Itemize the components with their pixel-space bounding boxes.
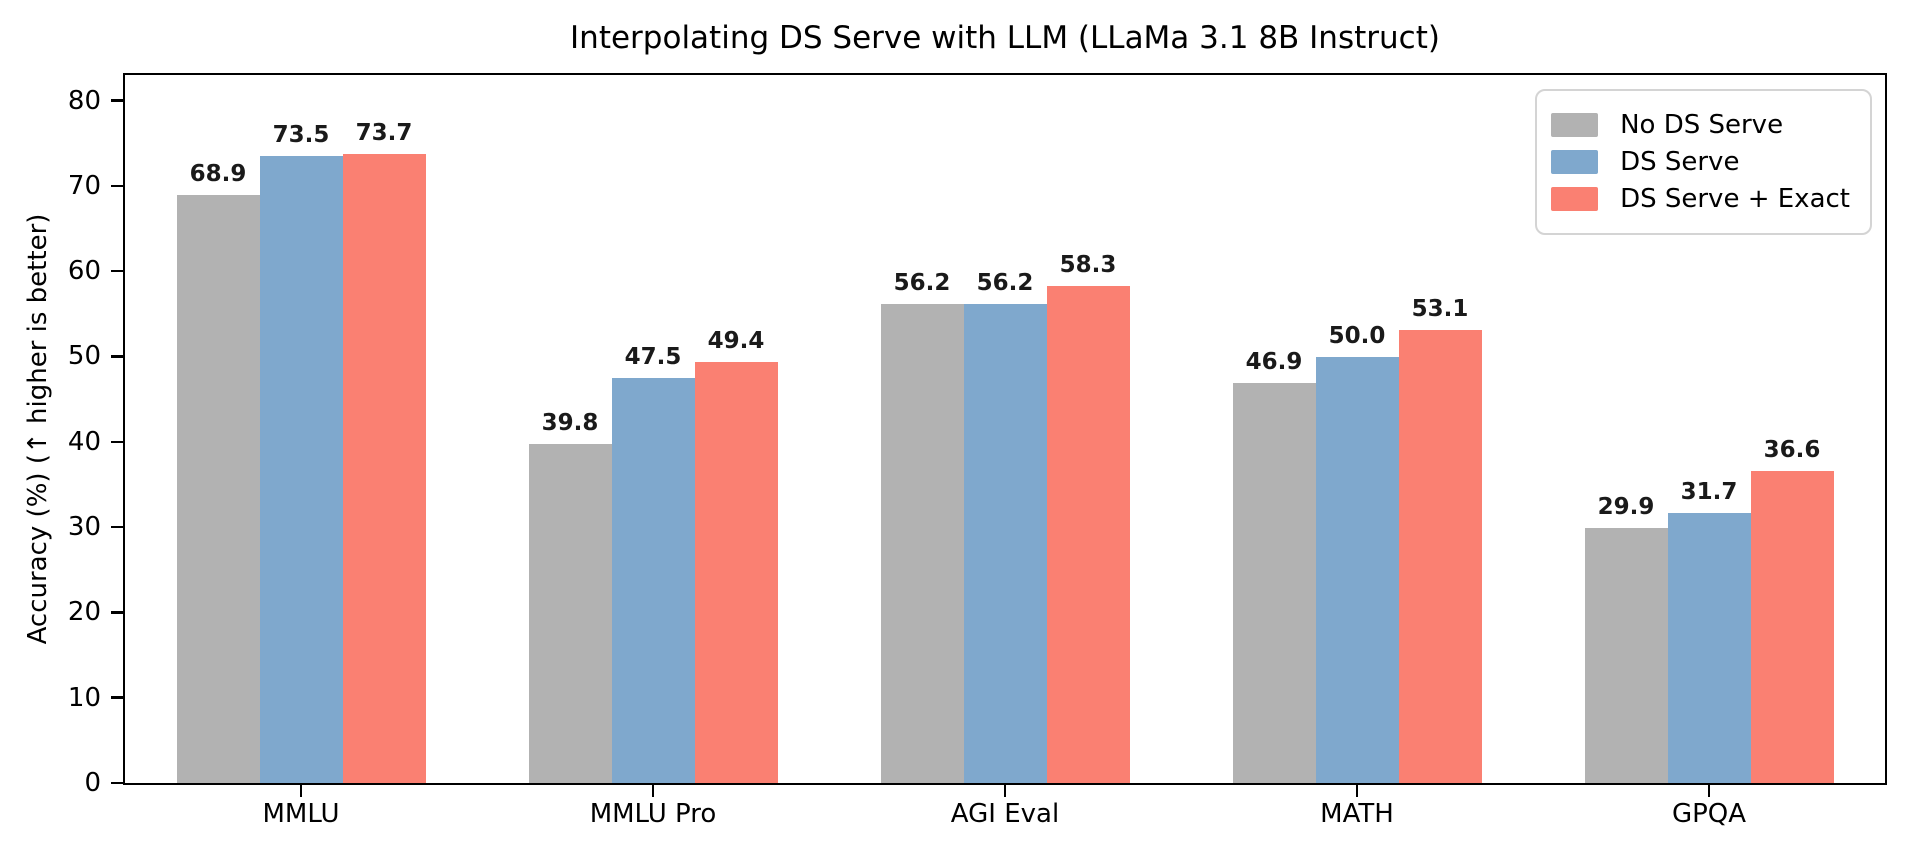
y-tick-label-20: 20 [67,597,101,628]
legend-item-0: No DS Serve [1551,110,1850,140]
y-tick-mark [111,184,123,188]
legend-swatch-icon [1551,150,1599,174]
bar-value-label: 46.9 [1245,348,1303,375]
bar-value-label: 56.2 [976,269,1034,296]
x-tick-label-math: MATH [1320,799,1394,829]
bar-value-label: 73.7 [355,120,413,147]
y-tick-mark [111,525,123,529]
y-tick-mark [111,611,123,614]
x-tick-mark [1355,785,1359,797]
x-tick-label-agi-eval: AGI Eval [950,799,1060,829]
legend-label: DS Serve + Exact [1620,184,1850,214]
bar-math-series-1 [1315,356,1399,783]
y-tick-label-70: 70 [67,170,101,201]
bar-mmlu-pro-series-1 [611,377,695,783]
bar-mmlu-series-2 [342,154,426,783]
x-tick-mark [1003,785,1007,797]
x-tick-mark [299,785,303,797]
x-tick-label-gpqa: GPQA [1671,799,1747,829]
bar-value-label: 53.1 [1411,296,1469,323]
legend-swatch-icon [1551,113,1599,137]
y-tick-label-80: 80 [67,85,101,116]
x-tick-label-mmlu-pro: MMLU Pro [589,799,717,829]
plot-area: 68.9 73.5 73.7 39.8 47.5 49.4 56.2 56.2 58.3 46.9… [68,73,1887,829]
y-tick-mark [111,440,123,444]
y-tick-mark [111,781,123,785]
chart-title: Interpolating DS Serve with LLM (LLaMa 3… [570,20,1440,56]
x-tick-mark [651,785,655,797]
legend-item-1: DS Serve [1551,147,1850,177]
y-tick-mark [111,355,123,358]
bar-value-label: 31.7 [1680,478,1738,505]
bar-value-label: 56.2 [893,269,951,296]
bar-math-series-0 [1232,382,1316,783]
bar-mmlu-series-0 [176,195,260,783]
bar-math-series-2 [1398,330,1482,783]
bar-agi-eval-series-0 [880,303,964,783]
legend-item-2: DS Serve + Exact [1551,184,1850,214]
bar-value-label: 29.9 [1597,493,1655,520]
y-tick-label-60: 60 [67,256,101,287]
x-tick-mark [1707,785,1711,797]
y-tick-label-0: 0 [84,768,101,798]
bar-mmlu-pro-series-2 [694,361,778,783]
y-tick-label-30: 30 [67,512,101,543]
bar-value-label: 49.4 [707,327,765,354]
bar-gpqa-series-2 [1750,470,1834,783]
bar-value-label: 36.6 [1763,436,1821,463]
y-tick-mark [111,696,123,699]
bar-agi-eval-series-1 [963,303,1047,783]
bar-gpqa-series-0 [1584,527,1668,783]
bar-agi-eval-series-2 [1046,285,1130,783]
x-tick-label-mmlu: MMLU [262,799,340,829]
y-tick-label-40: 40 [67,426,101,457]
bar-value-label: 47.5 [624,343,682,370]
y-tick-mark [111,269,123,273]
y-tick-mark [111,99,123,102]
y-tick-label-10: 10 [67,682,101,713]
bar-value-label: 68.9 [189,161,247,188]
legend: No DS Serve DS Serve DS Serve + Exact [1535,89,1872,235]
bar-mmlu-pro-series-0 [528,443,612,783]
legend-swatch-icon [1551,187,1599,211]
bar-value-label: 73.5 [272,122,330,149]
bar-value-label: 50.0 [1328,322,1386,349]
bar-mmlu-series-1 [259,156,343,783]
bar-value-label: 39.8 [541,409,599,436]
bar-value-label: 58.3 [1059,251,1117,278]
legend-label: DS Serve [1620,147,1740,177]
legend-label: No DS Serve [1620,110,1784,140]
y-tick-label-50: 50 [67,341,101,372]
bar-gpqa-series-1 [1667,512,1751,783]
